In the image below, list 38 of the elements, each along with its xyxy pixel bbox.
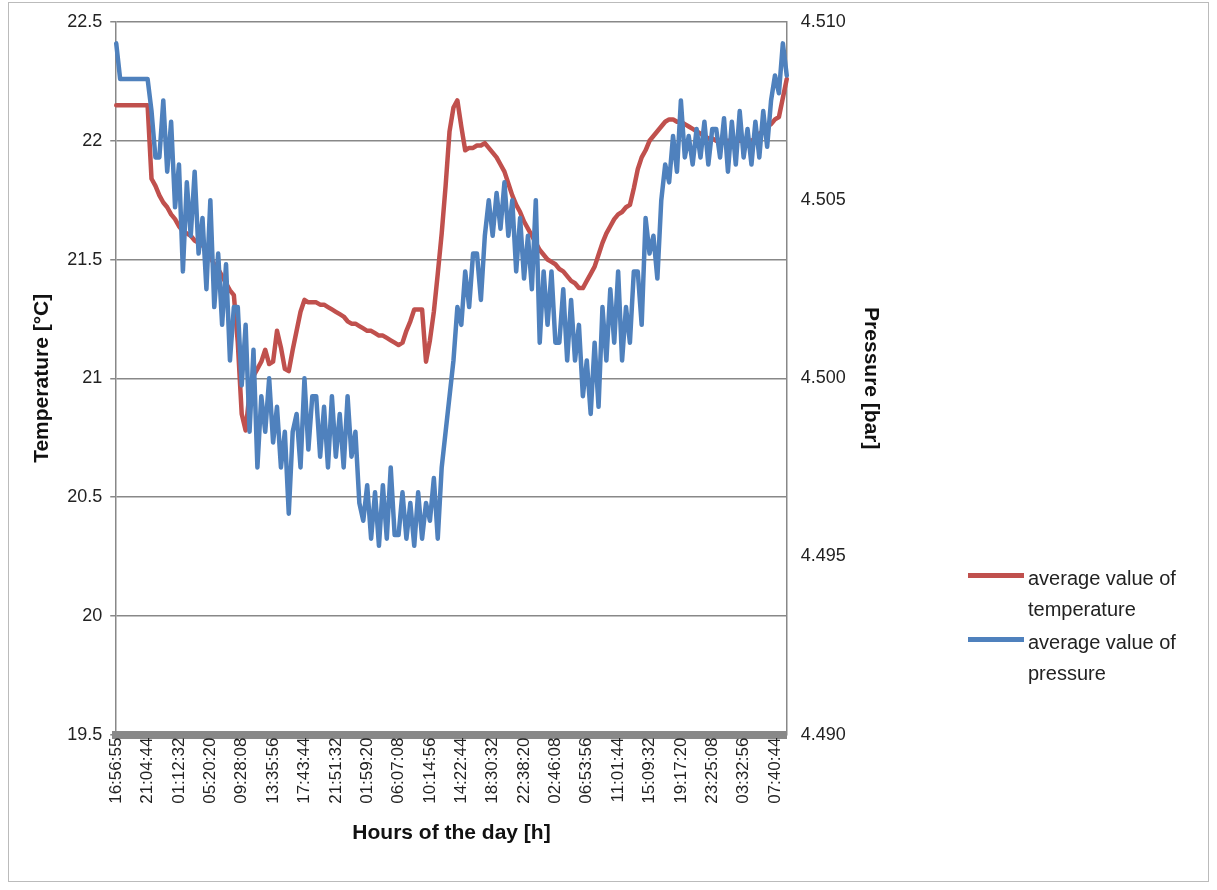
y2-tick-label: 4.490 — [800, 723, 846, 744]
y2-tick-label: 4.500 — [800, 367, 846, 388]
x-tick-label: 06:07:08 — [388, 737, 408, 804]
x-tick-label: 14:22:44 — [450, 737, 470, 804]
y2-tick-label: 4.510 — [800, 10, 846, 31]
x-tick-label: 17:43:44 — [294, 737, 314, 804]
x-tick-label: 10:14:56 — [419, 737, 439, 804]
y2-tick-label: 4.495 — [800, 545, 846, 566]
x-tick-label: 02:46:08 — [545, 737, 565, 804]
x-tick-label: 19:17:20 — [670, 737, 690, 804]
y2-axis-title: Pressure [bar] — [860, 307, 884, 450]
x-tick-label: 01:12:32 — [168, 737, 188, 804]
x-tick-label: 15:09:32 — [639, 737, 659, 804]
x-tick-label: 07:40:44 — [764, 737, 784, 804]
x-tick-label: 21:04:44 — [137, 737, 157, 804]
legend-label: average value of pressure — [1028, 630, 1177, 686]
x-tick-label: 11:01:44 — [607, 737, 627, 803]
x-tick-label: 03:32:56 — [733, 737, 753, 804]
y-tick-label: 20.5 — [67, 486, 103, 507]
y2-tick-label: 4.505 — [800, 189, 846, 210]
x-tick-label: 16:56:55 — [105, 737, 125, 804]
y-tick-label: 22 — [82, 129, 103, 150]
y-tick-label: 21 — [82, 367, 103, 388]
y-axis-title: Temperature [°C] — [29, 293, 53, 463]
y-tick-label: 20 — [82, 604, 103, 625]
x-tick-label: 01:59:20 — [356, 737, 376, 804]
y-tick-label: 22.5 — [67, 10, 103, 31]
x-tick-label: 23:25:08 — [701, 737, 721, 804]
x-tick-label: 06:53:56 — [576, 737, 596, 804]
x-axis-title: Hours of the day [h] — [352, 820, 551, 844]
x-tick-label: 18:30:32 — [482, 737, 502, 804]
y-tick-label: 19.5 — [67, 723, 103, 744]
x-tick-label: 05:20:20 — [200, 737, 220, 804]
x-tick-label: 21:51:32 — [325, 737, 345, 804]
x-tick-label: 22:38:20 — [513, 737, 533, 804]
x-tick-label: 09:28:08 — [231, 737, 251, 804]
x-tick-label: 13:35:56 — [262, 737, 282, 804]
y-tick-label: 21.5 — [67, 248, 103, 269]
